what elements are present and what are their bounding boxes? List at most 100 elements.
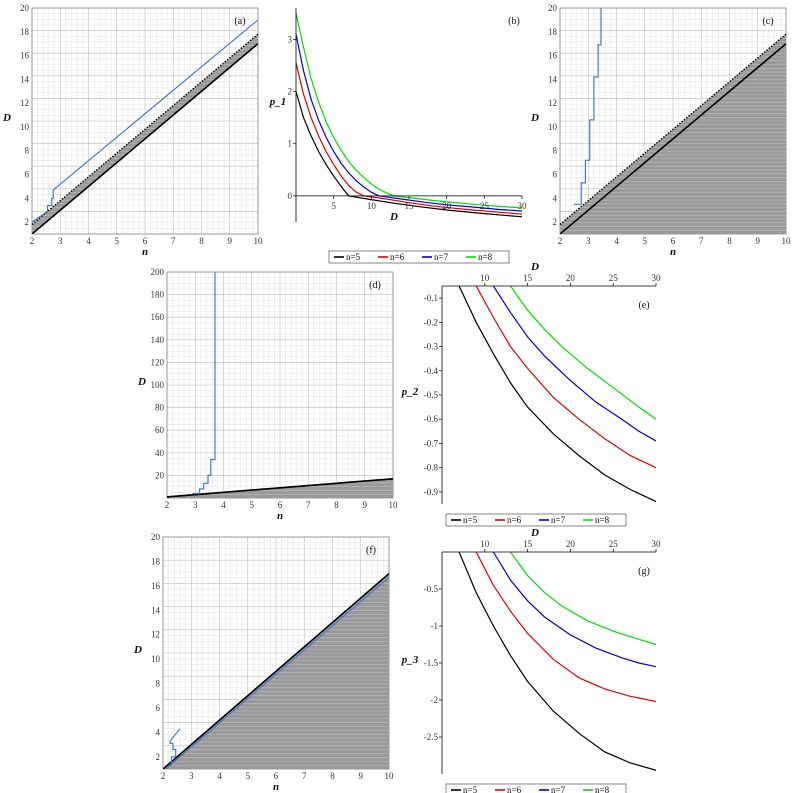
legend-box <box>445 783 627 793</box>
y-tick-label: 80 <box>155 403 165 413</box>
y-tick-label: 20 <box>151 532 161 542</box>
x-tick-label: 5 <box>331 201 336 211</box>
upper-boundary-dotted-c <box>560 33 786 226</box>
y-tick-label: 6 <box>25 170 30 180</box>
y-tick-label: 160 <box>151 312 165 322</box>
x-tick-label: 7 <box>171 236 176 246</box>
panel-label: (c) <box>762 16 773 27</box>
x-tick-label: 8 <box>727 236 732 246</box>
panel-label: (d) <box>369 280 381 291</box>
x-tick-label: 7 <box>306 500 311 510</box>
legend-box <box>445 513 627 527</box>
legend-entry: n=6 <box>507 515 522 525</box>
step-curve-f <box>168 728 181 766</box>
panel-label: (f) <box>366 545 376 556</box>
series-line-n=6 <box>475 286 656 469</box>
x-tick-label: 7 <box>302 771 307 781</box>
lower-boundary-c <box>560 43 786 234</box>
y-tick-label: 3 <box>288 34 293 44</box>
y-tick-label: 6 <box>156 703 161 713</box>
y-tick-label: 12 <box>20 98 29 108</box>
y-tick-label: 120 <box>151 357 165 367</box>
x-tick-label: 9 <box>756 236 761 246</box>
y-tick-label: -0.4 <box>424 366 439 376</box>
y-tick-label: -2.5 <box>424 732 439 742</box>
y-tick-label: 2 <box>288 87 293 97</box>
y-tick-label: 10 <box>151 654 161 664</box>
panel-label: (b) <box>508 16 520 27</box>
x-tick-label: 3 <box>193 500 198 510</box>
x-tick-label: 4 <box>221 500 226 510</box>
y-tick-label: -0.5 <box>424 390 439 400</box>
panel-e: 10 15 20 25 30 -0.1 -0.2 -0.3 -0.4 -0.5 -0.6 -0.7 -0… <box>401 261 661 527</box>
series-line-n=5 <box>296 91 350 197</box>
series-line-n=6 <box>475 552 656 703</box>
y-tick-label: 6 <box>553 170 558 180</box>
x-tick-label: 6 <box>671 236 676 246</box>
series-line-n=5 <box>458 286 656 503</box>
legend-entry: n=8 <box>595 785 610 793</box>
x-tick-label: 25 <box>609 273 619 283</box>
y-tick-label: 2 <box>553 217 558 227</box>
panel-c: 2 3 4 5 6 7 8 9 10 2 4 6 8 10 12 14 16 18 20 n D (c) <box>530 3 791 258</box>
lower-boundary-d <box>167 478 393 498</box>
x-tick-label: 10 <box>367 201 377 211</box>
x-tick-label: 7 <box>699 236 704 246</box>
y-axis-label: D <box>133 644 142 656</box>
y-tick-label: 14 <box>548 74 558 84</box>
upper-boundary-dotted-a <box>32 33 258 226</box>
x-tick-label: 15 <box>523 273 533 283</box>
panel-label: (g) <box>638 566 650 577</box>
grid-a <box>31 7 259 235</box>
legend-entry: n=7 <box>551 785 566 793</box>
panel-f: 2 3 4 5 6 7 8 9 10 2 4 6 8 10 12 14 16 18 20 n D (f) <box>133 532 394 793</box>
y-tick-label: 2 <box>156 752 161 762</box>
x-tick-label: 4 <box>614 236 619 246</box>
y-tick-label: -0.1 <box>424 293 438 303</box>
y-tick-label: -0.6 <box>424 414 439 424</box>
x-tick-label: 9 <box>359 771 364 781</box>
x-axis-label: n <box>670 246 676 258</box>
y-tick-label: -0.8 <box>424 463 439 473</box>
x-tick-label: 6 <box>278 500 283 510</box>
x-axis-label: n <box>142 246 148 258</box>
legend-entry: n=6 <box>507 785 522 793</box>
y-tick-label: 140 <box>151 335 165 345</box>
y-tick-label: 20 <box>20 3 30 13</box>
y-tick-label: -0.5 <box>424 584 439 594</box>
y-tick-label: 10 <box>20 122 30 132</box>
y-tick-label: 200 <box>151 267 165 277</box>
shaded-region-a <box>32 34 258 234</box>
y-tick-label: -0.3 <box>424 342 439 352</box>
series-line-n=5 <box>348 195 522 218</box>
series-line-n=7 <box>492 552 656 668</box>
y-tick-label: 20 <box>155 470 165 480</box>
y-tick-label: 12 <box>548 98 557 108</box>
x-tick-label: 10 <box>389 500 399 510</box>
y-tick-label: -1.5 <box>424 658 439 668</box>
x-tick-label: 15 <box>523 539 533 549</box>
step-curve-c <box>574 8 602 205</box>
legend-box <box>328 250 510 264</box>
x-tick-label: 4 <box>86 236 91 246</box>
lower-boundary-a <box>32 43 258 234</box>
y-tick-label: 4 <box>156 727 161 737</box>
x-tick-label: 8 <box>334 500 339 510</box>
y-tick-label: 2 <box>25 217 30 227</box>
y-tick-label: -0.7 <box>424 438 439 448</box>
legend-entry: n=5 <box>463 515 478 525</box>
x-tick-label: 15 <box>405 201 415 211</box>
x-tick-label: 20 <box>566 273 576 283</box>
x-axis-label: n <box>277 510 283 522</box>
x-tick-label: 25 <box>480 201 490 211</box>
y-axis-label: p_1 <box>269 96 287 108</box>
y-tick-label: -2 <box>431 695 439 705</box>
x-tick-label: 5 <box>250 500 255 510</box>
y-axis-label: D <box>2 112 11 124</box>
x-tick-label: 30 <box>652 539 662 549</box>
x-tick-label: 10 <box>782 236 792 246</box>
y-tick-label: 8 <box>156 679 161 689</box>
x-tick-label: 10 <box>480 273 490 283</box>
y-tick-label: 180 <box>151 290 165 300</box>
y-tick-label: 18 <box>20 27 30 37</box>
